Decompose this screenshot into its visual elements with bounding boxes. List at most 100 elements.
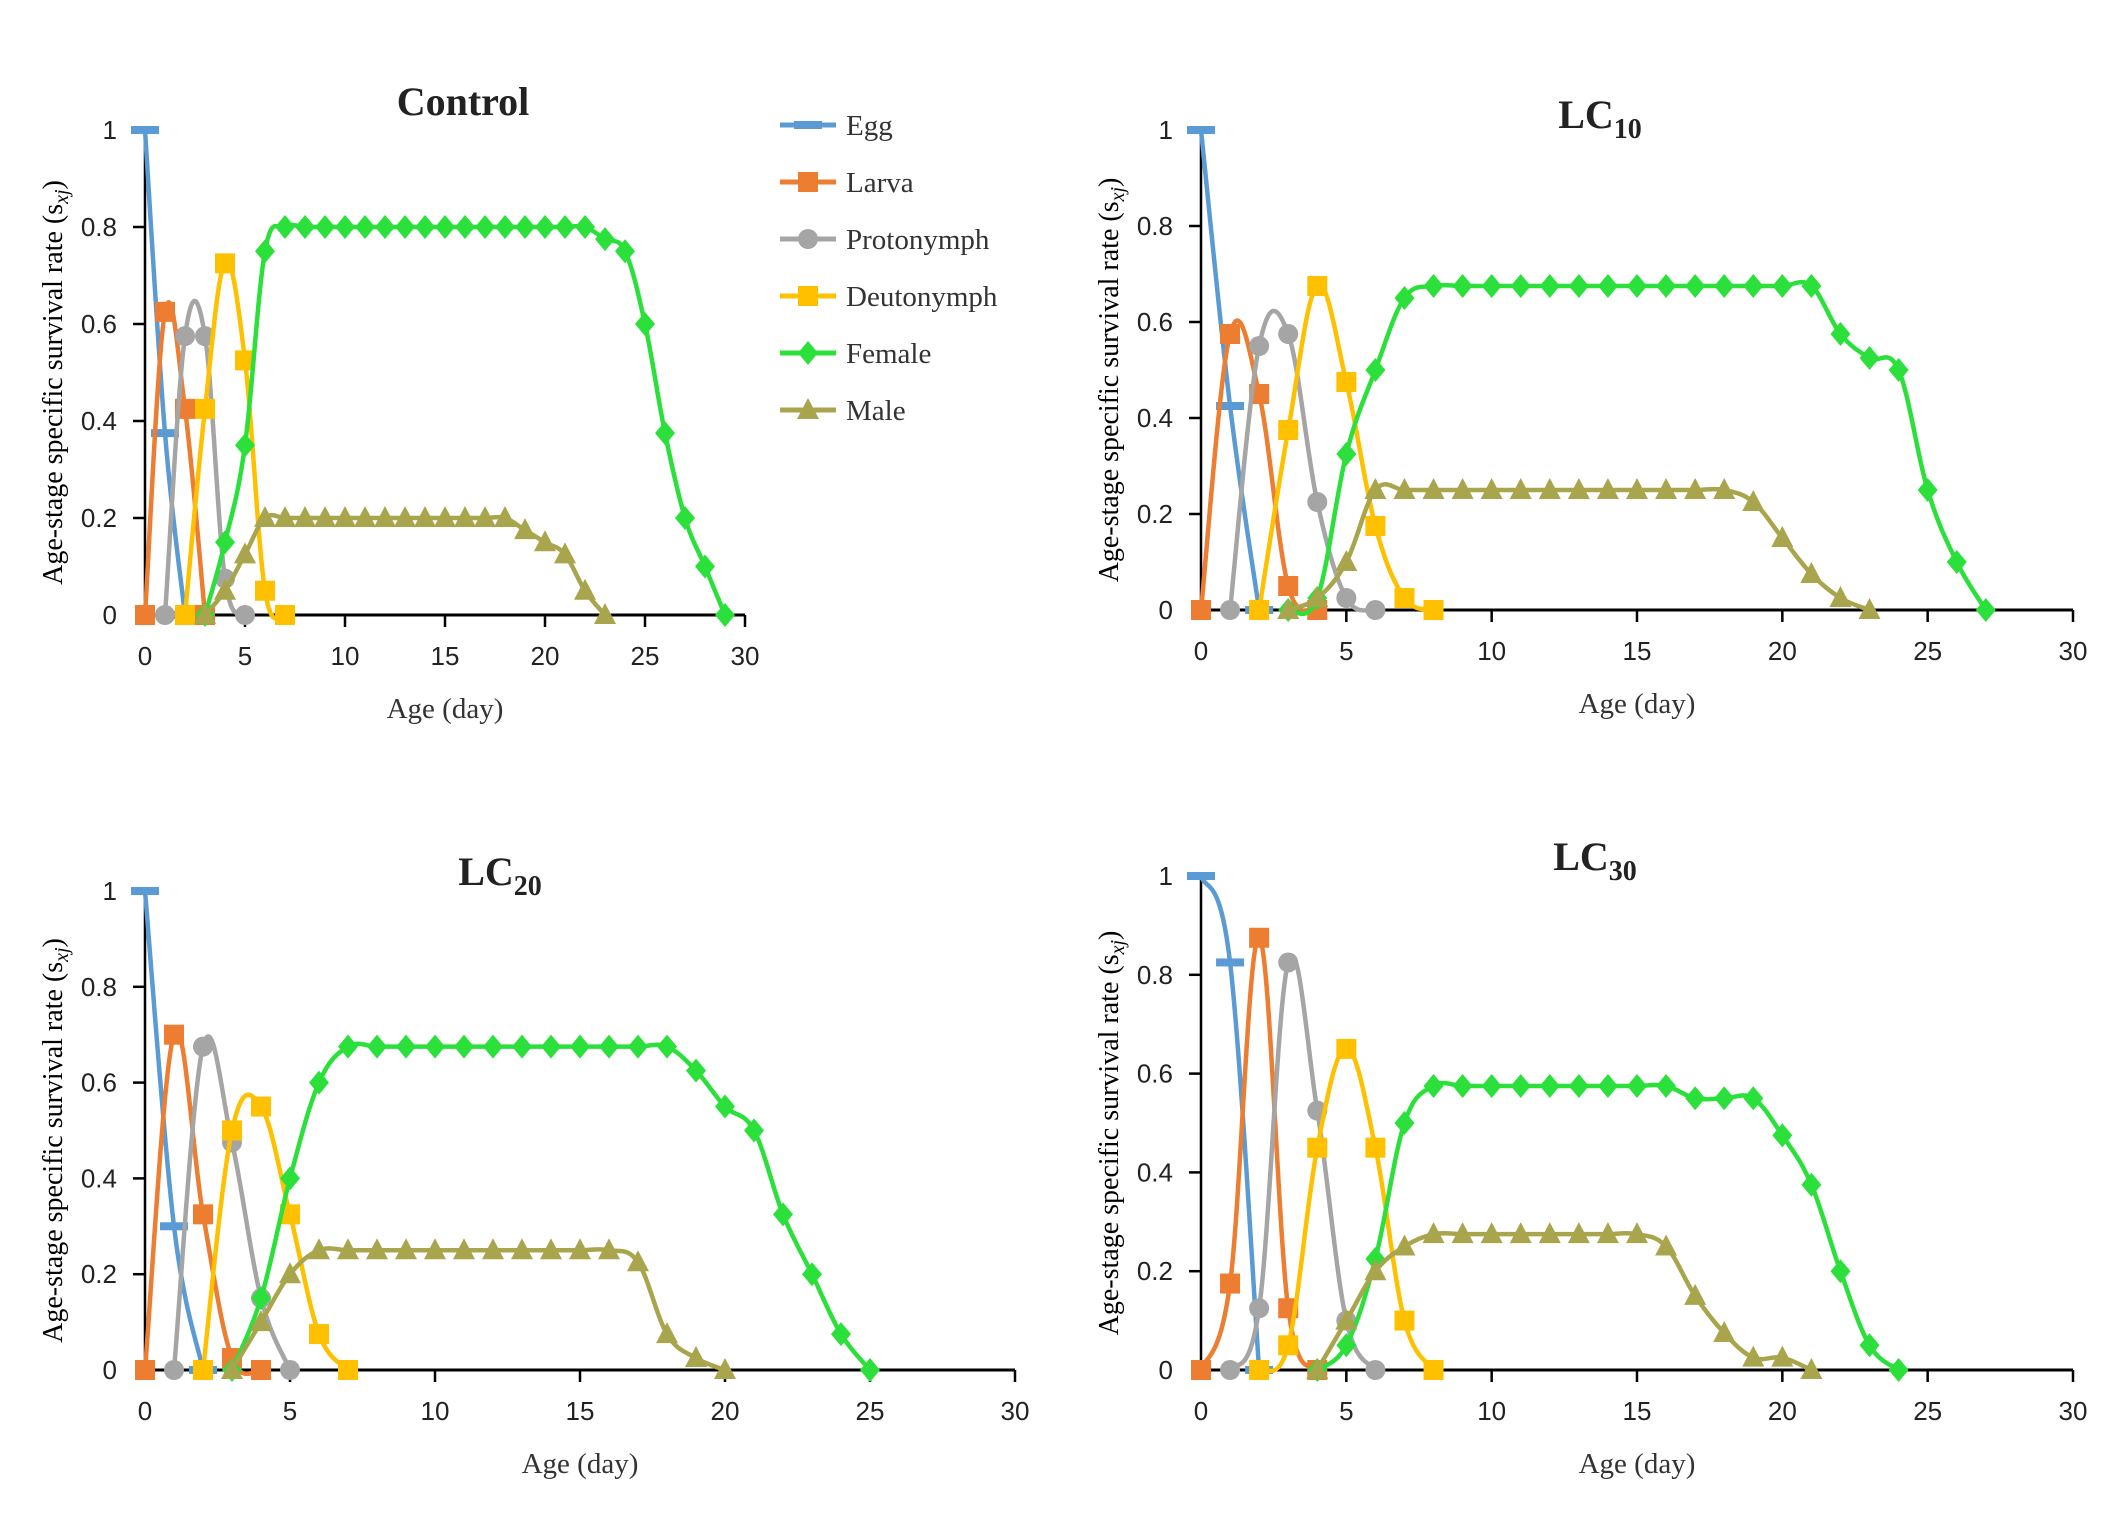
data-point [314,506,336,527]
data-point [222,1120,242,1141]
data-point [1946,550,1967,574]
chart-panel-0: 0 5 10 15 20 25 30 0 0.2 0.4 0.6 0.8 1 Age (day) Age-s… [38,79,759,725]
y-tick-label: 1 [1159,861,1173,891]
data-point [250,1310,272,1332]
series-male [1306,1222,1823,1379]
data-point [1626,478,1648,499]
data-point [1278,576,1299,596]
data-point [1743,274,1764,298]
data-point [535,215,555,239]
data-point [454,1034,474,1059]
x-tick-label: 20 [1768,636,1797,666]
legend-marker [794,121,822,129]
data-point [598,1238,620,1260]
data-point [575,215,595,239]
data-point [515,215,535,239]
data-point [215,253,235,274]
data-point [1336,1038,1357,1059]
data-point [534,530,556,552]
chart-title: LC30 [1553,834,1637,887]
data-point [1451,478,1474,499]
series-line-male [230,1246,726,1373]
legend-item-deutonymph: Deutonymph [780,281,998,313]
data-point [366,1238,388,1260]
data-point [1423,1360,1444,1380]
data-point [1220,324,1241,344]
y-tick-label: 0.4 [1137,1157,1173,1187]
data-point [274,506,296,527]
data-point [1538,1222,1561,1244]
data-point [715,603,735,627]
data-point [1423,600,1444,620]
data-point [424,1238,446,1260]
chart-title: LC10 [1558,92,1642,145]
data-point [1480,478,1503,499]
data-point [474,506,496,527]
data-point [1220,1273,1241,1294]
data-point [1364,478,1387,499]
data-point [1510,1073,1531,1098]
data-point [1801,1172,1822,1197]
series-line-female [1287,279,1988,616]
data-point [1335,550,1358,571]
data-point [1306,586,1329,607]
data-point [235,433,255,458]
data-point [275,605,295,625]
data-point [1423,274,1444,298]
chart-panel-1: 0 5 10 15 20 25 30 0 0.2 0.4 0.6 0.8 1 Age (day) Age-s… [1094,92,2087,720]
data-point [570,1034,590,1059]
data-point [540,1238,562,1260]
data-point [1336,442,1357,466]
data-point [628,1034,648,1059]
y-tick-label: 0.8 [1137,211,1173,241]
data-point [235,605,255,625]
y-tick-label: 0.8 [81,212,117,242]
x-tick-label: 15 [431,641,460,671]
x-tick-label: 10 [1477,1396,1506,1426]
data-point [1452,1073,1473,1098]
data-point [1684,1283,1707,1305]
data-point [512,1034,532,1059]
x-tick-label: 25 [1913,636,1942,666]
data-point [594,603,616,624]
data-point [1655,1234,1678,1256]
data-point [1888,358,1909,382]
data-point [1364,1259,1387,1281]
data-point [695,554,715,579]
data-point [1656,274,1677,298]
data-point [308,1238,330,1260]
data-point [309,1324,329,1345]
data-point [155,605,175,625]
y-tick-label: 0.4 [81,406,117,436]
data-point [1568,1073,1589,1098]
legend-item-larva: Larva [780,167,914,199]
x-tick-label: 10 [421,1396,450,1426]
legend-item-female: Female [780,338,931,370]
data-point [1742,1345,1765,1367]
data-point [1191,600,1211,620]
y-tick-label: 1 [103,115,117,145]
data-point [193,1360,213,1380]
data-point [194,603,216,624]
series-line-female [229,1041,872,1372]
data-point [657,1034,677,1059]
data-point [135,605,155,625]
data-point [1597,1073,1618,1098]
data-point [1771,1345,1794,1367]
y-tick-label: 0.6 [1137,307,1173,337]
data-point [1394,286,1415,310]
data-point [686,1058,706,1083]
data-point [1626,1222,1648,1244]
data-point [1336,1333,1357,1358]
data-point [1277,598,1300,619]
data-point [1307,492,1328,512]
x-tick-label: 15 [566,1396,595,1426]
data-point [375,215,395,239]
y-tick-label: 0.4 [81,1163,117,1193]
data-point [255,580,275,601]
data-point [773,1202,793,1227]
series-deutonymph [193,1092,358,1380]
data-point [482,1238,504,1260]
data-point [1220,600,1241,620]
data-point [175,605,195,625]
